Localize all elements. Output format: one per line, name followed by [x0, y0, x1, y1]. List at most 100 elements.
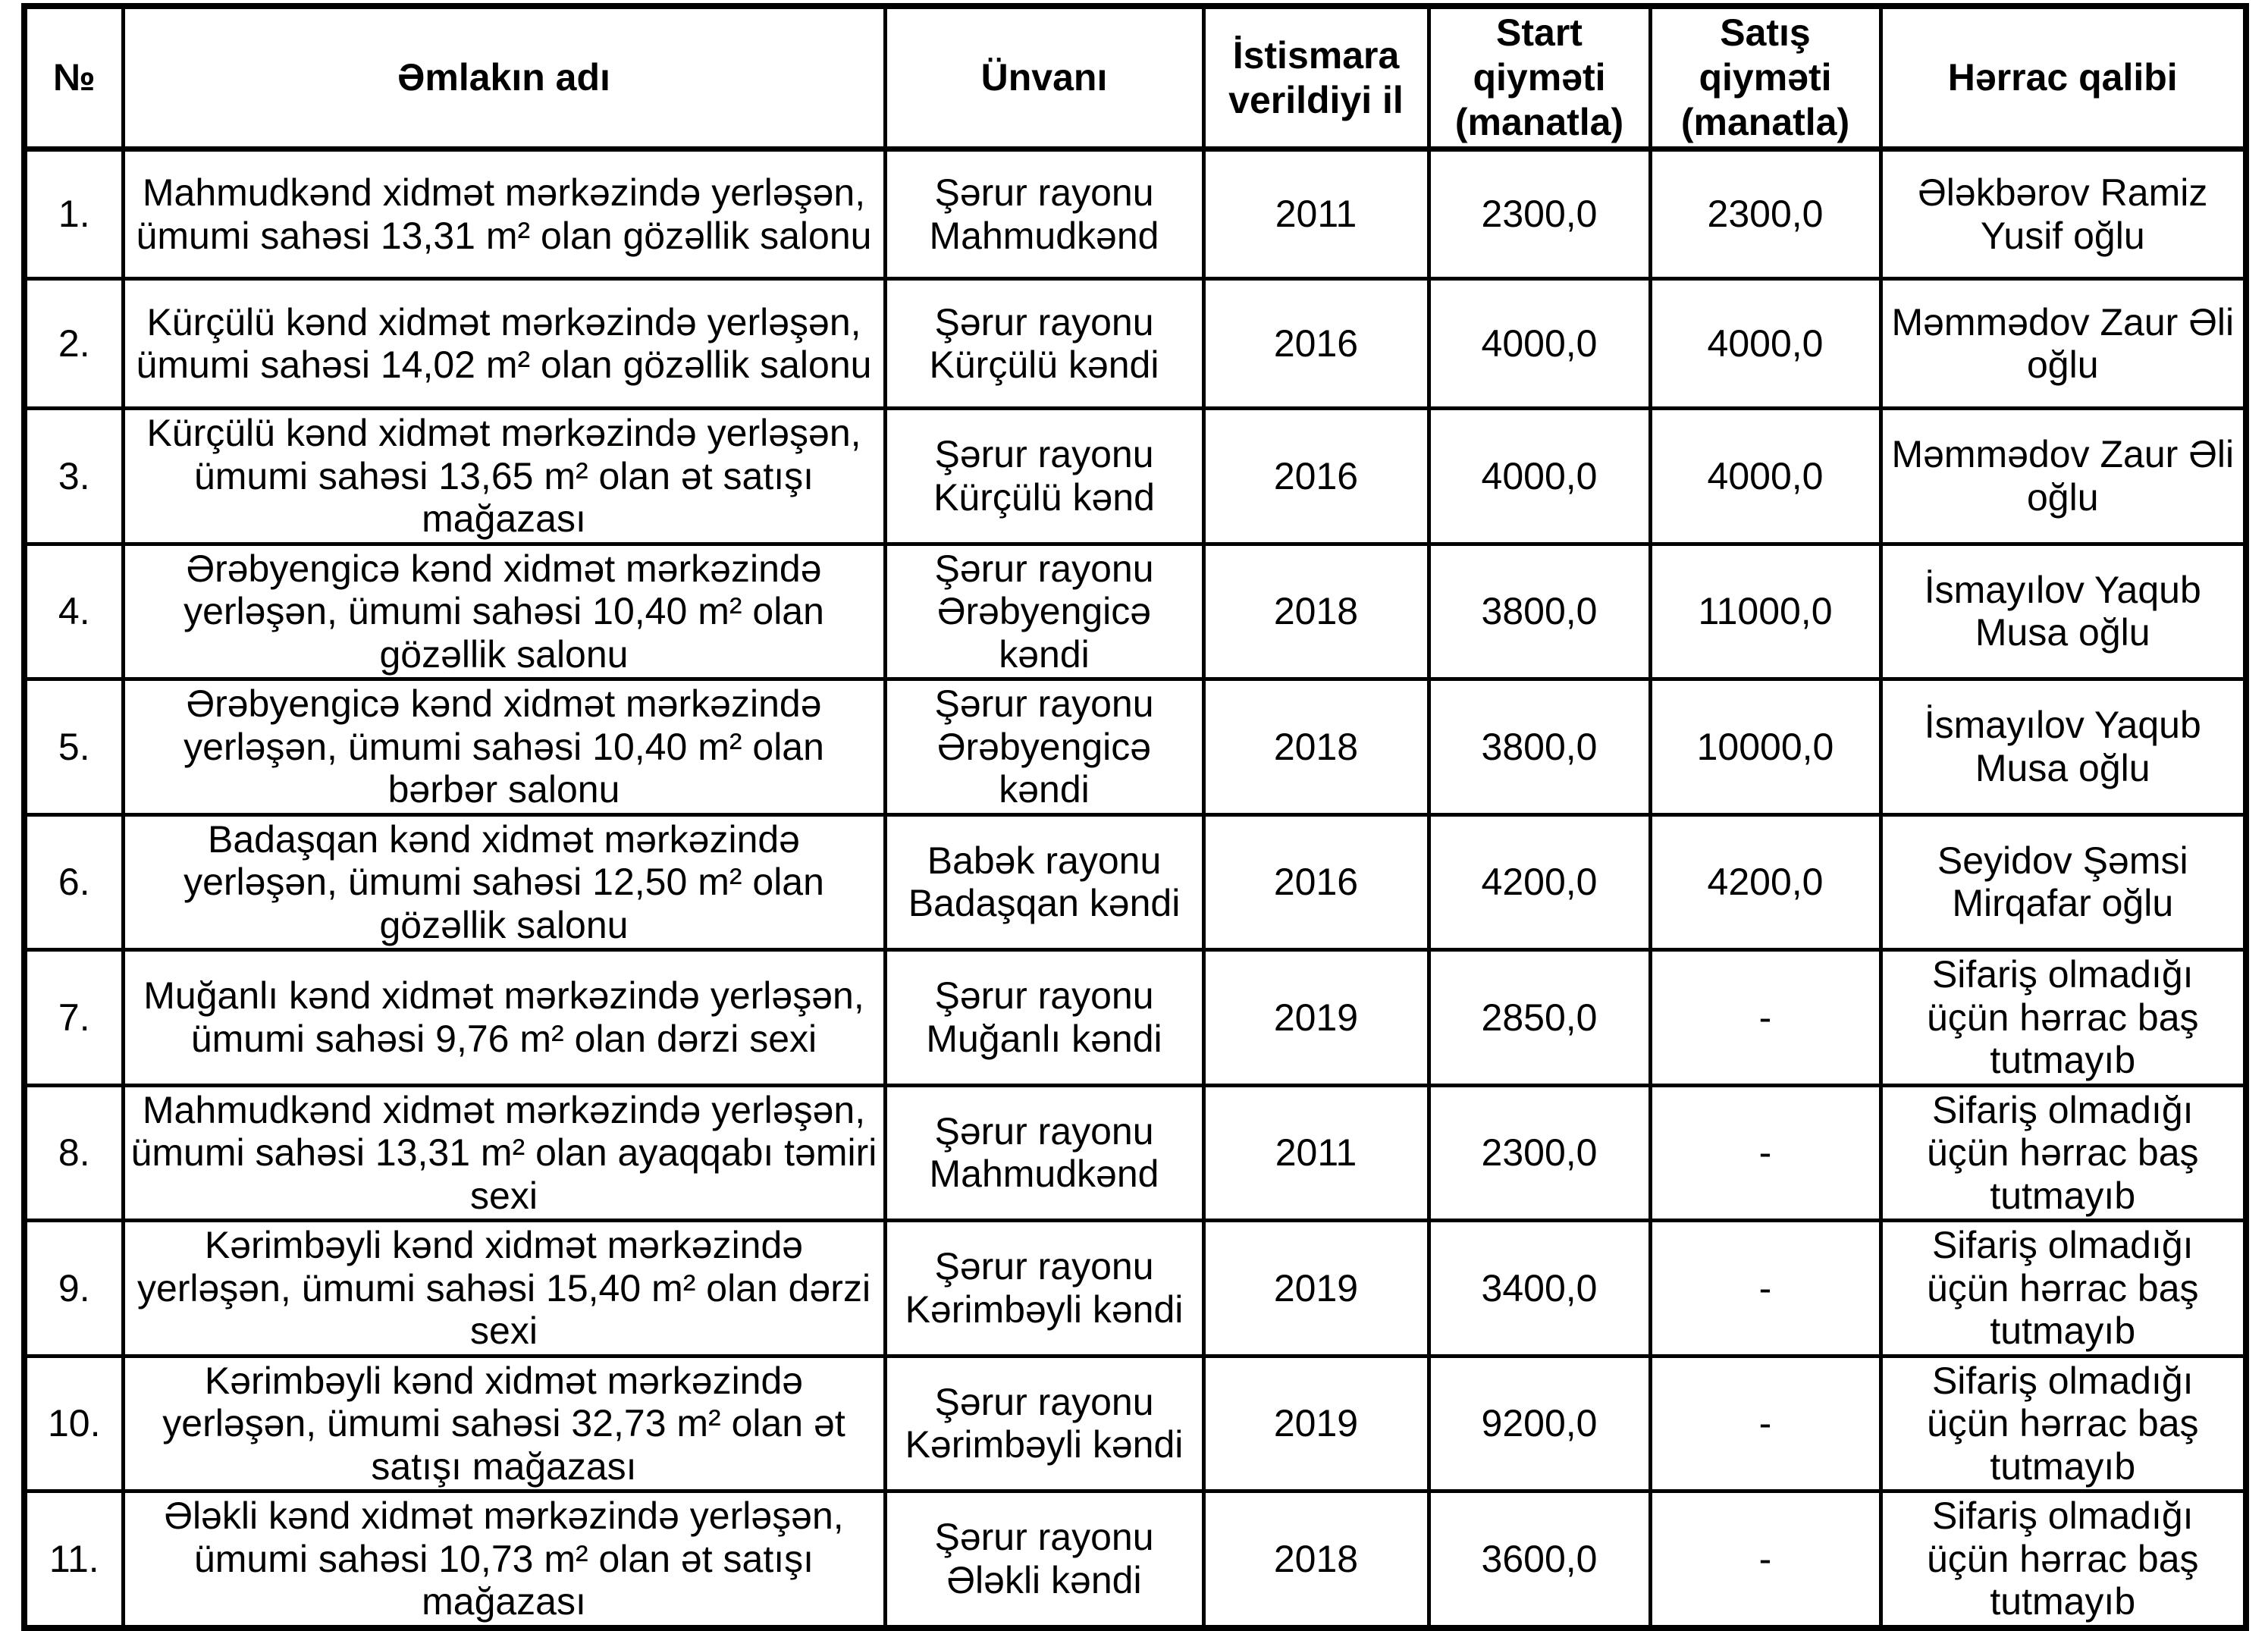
- table-row: 4. Ərəbyengicə kənd xidmət mərkəzində yer…: [22, 541, 2248, 681]
- table-body: 1. Mahmudkənd xidmət mərkəzində yerləşən,…: [22, 147, 2248, 1629]
- cell-no: 3.: [22, 406, 125, 546]
- cell-year: 2018: [1201, 541, 1431, 681]
- table-row: 6. Badaşqan kənd xidmət mərkəzində yerləş…: [22, 812, 2248, 952]
- table-row: 3. Kürçülü kənd xidmət mərkəzində yerləşə…: [22, 406, 2248, 546]
- document-page: № Əmlakın adı Ünvanı İstismara verildiyi…: [21, 3, 2249, 1631]
- cell-winner: Sifariş olmadığı üçün hərrac baş tutmayı…: [1878, 1083, 2248, 1222]
- cell-year: 2018: [1201, 1489, 1431, 1629]
- cell-winner: Ələkbərov Ramiz Yusif oğlu: [1878, 147, 2248, 281]
- cell-winner: Sifariş olmadığı üçün hərrac baş tutmayı…: [1878, 1489, 2248, 1629]
- cell-sale-price: 4000,0: [1648, 406, 1883, 546]
- header-row: № Əmlakın adı Ünvanı İstismara verildiyi…: [22, 4, 2248, 152]
- cell-name: Muğanlı kənd xidmət mərkəzində yerləşən,…: [121, 948, 887, 1087]
- table-row: 8. Mahmudkənd xidmət mərkəzində yerləşən,…: [22, 1083, 2248, 1222]
- col-header-start-price: Start qiyməti (manatla): [1426, 4, 1652, 152]
- auction-results-table: № Əmlakın adı Ünvanı İstismara verildiyi…: [21, 3, 2249, 1631]
- cell-winner: Məmmədov Zaur Əli oğlu: [1878, 277, 2248, 410]
- cell-name: Mahmudkənd xidmət mərkəzində yerləşən, ü…: [121, 147, 887, 281]
- cell-sale-price: 10000,0: [1648, 677, 1883, 817]
- cell-sale-price: -: [1648, 1219, 1883, 1358]
- cell-sale-price: -: [1648, 1353, 1883, 1493]
- cell-year: 2019: [1201, 1353, 1431, 1493]
- cell-year: 2011: [1201, 1083, 1431, 1222]
- cell-no: 11.: [22, 1489, 125, 1629]
- cell-address: Şərur rayonu Muğanlı kəndi: [883, 948, 1206, 1087]
- cell-sale-price: -: [1648, 1083, 1883, 1222]
- cell-start-price: 9200,0: [1426, 1353, 1652, 1493]
- cell-no: 7.: [22, 948, 125, 1087]
- cell-year: 2019: [1201, 948, 1431, 1087]
- cell-address: Şərur rayonu Mahmudkənd: [883, 147, 1206, 281]
- col-header-property-name: Əmlakın adı: [121, 4, 887, 152]
- col-header-number: №: [22, 4, 125, 152]
- cell-sale-price: 2300,0: [1648, 147, 1883, 281]
- cell-start-price: 4000,0: [1426, 406, 1652, 546]
- table-header: № Əmlakın adı Ünvanı İstismara verildiyi…: [22, 4, 2248, 152]
- cell-name: Kərimbəyli kənd xidmət mərkəzində yerləş…: [121, 1353, 887, 1493]
- cell-address: Şərur rayonu Ərəbyengicə kəndi: [883, 677, 1206, 817]
- cell-address: Şərur rayonu Ərəbyengicə kəndi: [883, 541, 1206, 681]
- cell-address: Şərur rayonu Kərimbəyli kəndi: [883, 1219, 1206, 1358]
- cell-start-price: 2850,0: [1426, 948, 1652, 1087]
- cell-start-price: 3400,0: [1426, 1219, 1652, 1358]
- cell-address: Şərur rayonu Kürçülü kənd: [883, 406, 1206, 546]
- cell-no: 2.: [22, 277, 125, 410]
- cell-year: 2016: [1201, 812, 1431, 952]
- cell-start-price: 3600,0: [1426, 1489, 1652, 1629]
- cell-start-price: 4000,0: [1426, 277, 1652, 410]
- cell-start-price: 4200,0: [1426, 812, 1652, 952]
- cell-sale-price: -: [1648, 1489, 1883, 1629]
- cell-winner: Seyidov Şəmsi Mirqafar oğlu: [1878, 812, 2248, 952]
- cell-year: 2016: [1201, 406, 1431, 546]
- cell-year: 2018: [1201, 677, 1431, 817]
- table-row: 5. Ərəbyengicə kənd xidmət mərkəzində yer…: [22, 677, 2248, 817]
- cell-winner: Sifariş olmadığı üçün hərrac baş tutmayı…: [1878, 948, 2248, 1087]
- cell-winner: Məmmədov Zaur Əli oğlu: [1878, 406, 2248, 546]
- cell-sale-price: 4200,0: [1648, 812, 1883, 952]
- cell-winner: İsmayılov Yaqub Musa oğlu: [1878, 541, 2248, 681]
- cell-sale-price: -: [1648, 948, 1883, 1087]
- cell-address: Şərur rayonu Mahmudkənd: [883, 1083, 1206, 1222]
- cell-start-price: 2300,0: [1426, 1083, 1652, 1222]
- cell-no: 5.: [22, 677, 125, 817]
- col-header-winner: Hərrac qalibi: [1878, 4, 2248, 152]
- table-row: 7. Muğanlı kənd xidmət mərkəzində yerləşə…: [22, 948, 2248, 1087]
- cell-address: Şərur rayonu Ələkli kəndi: [883, 1489, 1206, 1629]
- cell-name: Mahmudkənd xidmət mərkəzində yerləşən, ü…: [121, 1083, 887, 1222]
- cell-name: Badaşqan kənd xidmət mərkəzində yerləşən…: [121, 812, 887, 952]
- cell-name: Kərimbəyli kənd xidmət mərkəzində yerləş…: [121, 1219, 887, 1358]
- cell-name: Kürçülü kənd xidmət mərkəzində yerləşən,…: [121, 277, 887, 410]
- table-row: 1. Mahmudkənd xidmət mərkəzində yerləşən,…: [22, 147, 2248, 281]
- table-row: 9. Kərimbəyli kənd xidmət mərkəzində yerl…: [22, 1219, 2248, 1358]
- col-header-address: Ünvanı: [883, 4, 1206, 152]
- cell-winner: Sifariş olmadığı üçün hərrac baş tutmayı…: [1878, 1353, 2248, 1493]
- cell-name: Kürçülü kənd xidmət mərkəzində yerləşən,…: [121, 406, 887, 546]
- cell-address: Şərur rayonu Kürçülü kəndi: [883, 277, 1206, 410]
- table-row: 11. Ələkli kənd xidmət mərkəzində yerləşə…: [22, 1489, 2248, 1629]
- cell-start-price: 2300,0: [1426, 147, 1652, 281]
- cell-no: 8.: [22, 1083, 125, 1222]
- cell-name: Ərəbyengicə kənd xidmət mərkəzində yerlə…: [121, 541, 887, 681]
- cell-name: Ərəbyengicə kənd xidmət mərkəzində yerlə…: [121, 677, 887, 817]
- cell-no: 6.: [22, 812, 125, 952]
- cell-year: 2011: [1201, 147, 1431, 281]
- cell-no: 9.: [22, 1219, 125, 1358]
- cell-no: 10.: [22, 1353, 125, 1493]
- table-row: 2. Kürçülü kənd xidmət mərkəzində yerləşə…: [22, 277, 2248, 410]
- cell-start-price: 3800,0: [1426, 541, 1652, 681]
- cell-no: 4.: [22, 541, 125, 681]
- col-header-sale-price: Satış qiyməti (manatla): [1648, 4, 1883, 152]
- cell-sale-price: 11000,0: [1648, 541, 1883, 681]
- cell-winner: İsmayılov Yaqub Musa oğlu: [1878, 677, 2248, 817]
- table-row: 10. Kərimbəyli kənd xidmət mərkəzində yer…: [22, 1353, 2248, 1493]
- cell-year: 2016: [1201, 277, 1431, 410]
- cell-sale-price: 4000,0: [1648, 277, 1883, 410]
- cell-address: Babək rayonu Badaşqan kəndi: [883, 812, 1206, 952]
- cell-name: Ələkli kənd xidmət mərkəzində yerləşən, …: [121, 1489, 887, 1629]
- cell-start-price: 3800,0: [1426, 677, 1652, 817]
- cell-winner: Sifariş olmadığı üçün hərrac baş tutmayı…: [1878, 1219, 2248, 1358]
- cell-year: 2019: [1201, 1219, 1431, 1358]
- cell-no: 1.: [22, 147, 125, 281]
- col-header-year: İstismara verildiyi il: [1201, 4, 1431, 152]
- cell-address: Şərur rayonu Kərimbəyli kəndi: [883, 1353, 1206, 1493]
